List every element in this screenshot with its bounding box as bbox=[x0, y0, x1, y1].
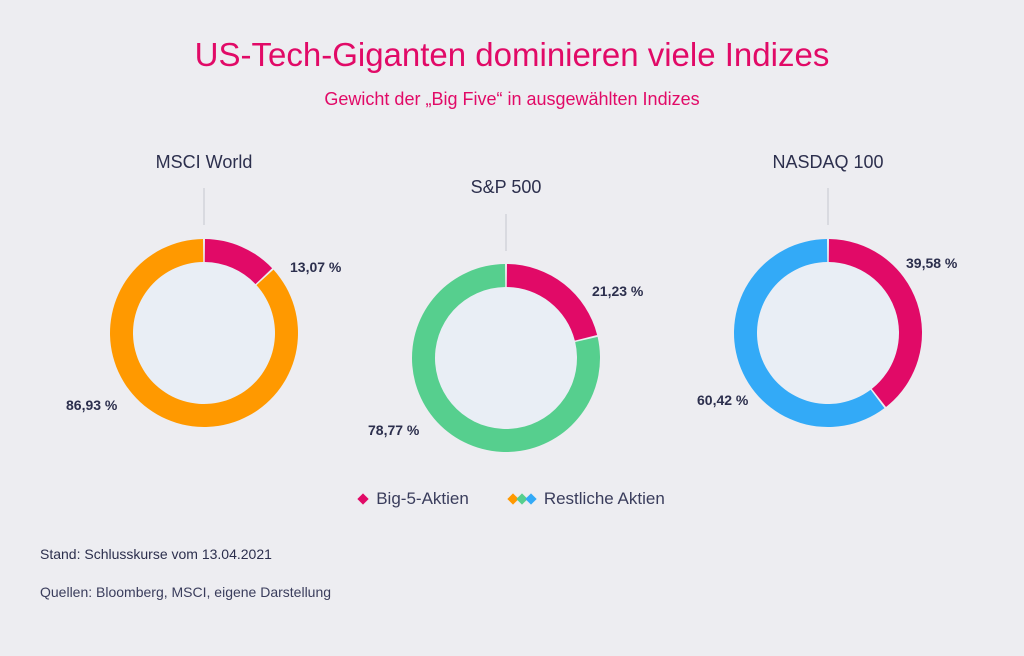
data-label-sp500-rest: 78,77 % bbox=[368, 422, 420, 438]
slice-nasdaq100-big5 bbox=[828, 239, 922, 407]
data-label-msci-world-rest: 86,93 % bbox=[66, 397, 118, 413]
pink-diamond-icon bbox=[357, 493, 369, 505]
multicolor-diamonds-icon bbox=[507, 493, 537, 505]
index-name-msci-world: MSCI World bbox=[156, 152, 253, 172]
slice-nasdaq100-rest bbox=[734, 239, 885, 427]
data-label-sp500-big5: 21,23 % bbox=[592, 283, 644, 299]
legend-item-big5: Big-5-Aktien bbox=[357, 489, 469, 509]
donut-nasdaq100: NASDAQ 100 39,58 % 60,42 % bbox=[697, 152, 958, 427]
footnote-stand: Stand: Schlusskurse vom 13.04.2021 bbox=[40, 546, 272, 562]
donut-msci-world: MSCI World 13,07 % 86,93 % bbox=[66, 152, 342, 427]
legend-label-rest: Restliche Aktien bbox=[543, 489, 665, 508]
donut-sp500: S&P 500 21,23 % 78,77 % bbox=[368, 177, 644, 452]
donut-center-sp500 bbox=[435, 287, 577, 429]
chart-subtitle: Gewicht der „Big Five“ in ausgewählten I… bbox=[324, 89, 700, 109]
data-label-nasdaq100-rest: 60,42 % bbox=[697, 392, 749, 408]
data-label-msci-world-big5: 13,07 % bbox=[290, 259, 342, 275]
footnote-sources: Quellen: Bloomberg, MSCI, eigene Darstel… bbox=[40, 584, 332, 600]
chart-legend: Big-5-Aktien Restliche Aktien bbox=[0, 489, 1024, 509]
legend-item-rest: Restliche Aktien bbox=[507, 489, 665, 509]
donut-center-nasdaq100 bbox=[757, 262, 899, 404]
data-label-nasdaq100-big5: 39,58 % bbox=[906, 255, 958, 271]
donut-center-msci-world bbox=[133, 262, 275, 404]
slice-msci-world-big5 bbox=[204, 239, 273, 285]
slice-sp500-big5 bbox=[506, 264, 598, 341]
chart-title: US-Tech-Giganten dominieren viele Indize… bbox=[194, 36, 830, 73]
legend-label-big5: Big-5-Aktien bbox=[376, 489, 469, 508]
index-name-nasdaq100: NASDAQ 100 bbox=[772, 152, 883, 172]
index-name-sp500: S&P 500 bbox=[471, 177, 542, 197]
